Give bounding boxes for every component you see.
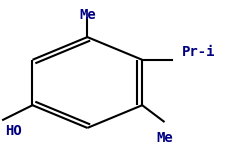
Text: Pr-i: Pr-i <box>182 46 216 60</box>
Text: Me: Me <box>156 132 173 146</box>
Text: Me: Me <box>79 8 96 22</box>
Text: HO: HO <box>5 124 22 138</box>
